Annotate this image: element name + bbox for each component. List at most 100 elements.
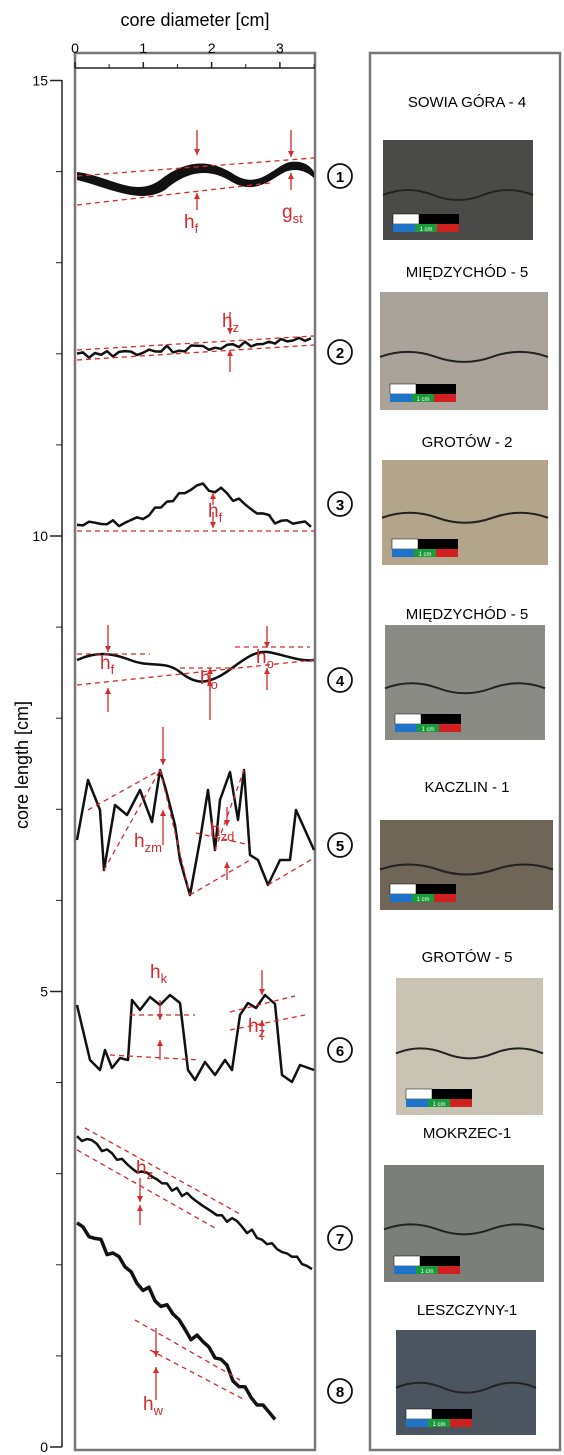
arrow-head <box>259 989 265 995</box>
scale-bar-white <box>389 883 417 895</box>
scale-bar-label: 1 cm <box>432 1422 445 1428</box>
scale-bar-blue <box>390 394 412 402</box>
annotation-symbol: h <box>143 1394 154 1415</box>
guide-line <box>229 1014 306 1031</box>
style-number-circle <box>327 1378 353 1404</box>
x-tick-label: 0 <box>71 40 79 56</box>
y-tick-label: 15 <box>32 73 48 89</box>
annotation-symbol: h <box>210 820 221 841</box>
stylolite <box>75 993 315 1084</box>
guide-line <box>84 1127 241 1215</box>
guide-line <box>76 335 315 351</box>
scale-bar-green <box>428 1099 450 1107</box>
arrow-head <box>288 151 294 157</box>
scale-bar-black <box>432 1089 472 1099</box>
annotation-symbol: h <box>248 1016 259 1037</box>
arrow-head <box>137 1196 143 1202</box>
annotation-symbol: g <box>282 202 293 223</box>
stylolite <box>76 482 312 528</box>
scale-bar-label: 1 cm <box>420 1269 433 1275</box>
style-number-circle <box>327 1037 353 1063</box>
annotation-subscript: z <box>233 320 240 335</box>
arrow-head <box>160 759 166 765</box>
annotation-subscript: f <box>195 221 199 236</box>
arrow-head <box>227 350 233 356</box>
core-name: GROTÓW - 2 <box>422 434 513 451</box>
guide-line <box>76 157 315 177</box>
arrow-head <box>194 193 200 199</box>
annotation-subscript: zm <box>145 840 162 855</box>
arrow-head <box>194 149 200 155</box>
annotation-subscript: zd <box>221 829 235 844</box>
core-name: GROTÓW - 5 <box>422 949 513 966</box>
annotation-subscript: z <box>259 1025 266 1040</box>
scale-bar-black <box>432 1409 472 1419</box>
photo-texture <box>384 682 546 695</box>
annotation-subscript: f <box>111 662 115 677</box>
annotation-symbol: h <box>200 668 211 689</box>
scale-bar-red <box>434 894 456 902</box>
guide-line <box>87 769 161 811</box>
annotation-symbol: h <box>136 1158 147 1179</box>
photo-texture <box>383 1223 545 1236</box>
y-axis-label: core length [cm] <box>12 701 32 829</box>
scale-bar-black <box>416 884 456 894</box>
scale-bar-green <box>415 224 437 232</box>
annotation: hw <box>143 1394 164 1418</box>
annotation: gst <box>282 202 303 226</box>
stylolite <box>77 161 314 196</box>
core-name: MIĘDZYCHÓD - 5 <box>406 264 529 281</box>
annotation-subscript: st <box>293 211 304 226</box>
annotation: ho <box>200 668 218 692</box>
scale-bar-red <box>437 224 459 232</box>
annotation: hzm <box>134 831 162 855</box>
scale-bar-black <box>419 214 459 224</box>
stylolite <box>76 650 315 683</box>
guide-line <box>189 859 251 896</box>
scale-bar-white <box>389 383 417 395</box>
arrow-head <box>157 1014 163 1020</box>
style-number-circle <box>327 491 353 517</box>
core-name: SOWIA GÓRA - 4 <box>408 94 526 111</box>
annotation-subscript: o <box>211 677 218 692</box>
style-number-circle <box>327 339 353 365</box>
arrow-head <box>224 862 230 868</box>
scale-bar-label: 1 cm <box>418 552 431 558</box>
y-tick-label: 5 <box>40 984 48 1000</box>
scale-bar-white <box>394 713 422 725</box>
scale-bar-red <box>436 549 458 557</box>
scale-bar-label: 1 cm <box>419 227 432 233</box>
arrow-head <box>160 810 166 816</box>
annotation-symbol: h <box>208 501 219 522</box>
photo-texture <box>381 511 549 524</box>
annotation-symbol: h <box>150 962 161 983</box>
annotation: ho <box>256 647 274 671</box>
photo-texture <box>395 1381 537 1394</box>
guide-line <box>134 1319 241 1381</box>
annotation-subscript: o <box>267 656 274 671</box>
arrow-head <box>105 646 111 652</box>
annotation-symbol: h <box>100 653 111 674</box>
annotation-subscript: f <box>219 510 223 525</box>
stylolite <box>76 336 312 359</box>
annotation: hf <box>100 653 115 677</box>
guide-line <box>76 344 315 361</box>
arrow-head <box>207 680 213 686</box>
arrow-head <box>224 820 230 826</box>
scale-bar-label: 1 cm <box>432 1102 445 1108</box>
stylolite <box>76 1135 313 1271</box>
arrow-head <box>105 688 111 694</box>
annotation-subscript: k <box>161 971 168 986</box>
scale-bar-blue <box>406 1419 428 1427</box>
guide-line <box>229 995 296 1013</box>
scale-bar-red <box>434 394 456 402</box>
style-number-circle <box>327 163 353 189</box>
stylolite <box>76 1221 277 1421</box>
style-number: 7 <box>336 1231 344 1248</box>
x-tick-label: 1 <box>139 40 147 56</box>
annotation: hzd <box>210 820 234 844</box>
scale-bar-label: 1 cm <box>416 897 429 903</box>
arrow-head <box>137 1205 143 1211</box>
arrow-head <box>157 1040 163 1046</box>
x-tick-label: 2 <box>208 40 216 56</box>
